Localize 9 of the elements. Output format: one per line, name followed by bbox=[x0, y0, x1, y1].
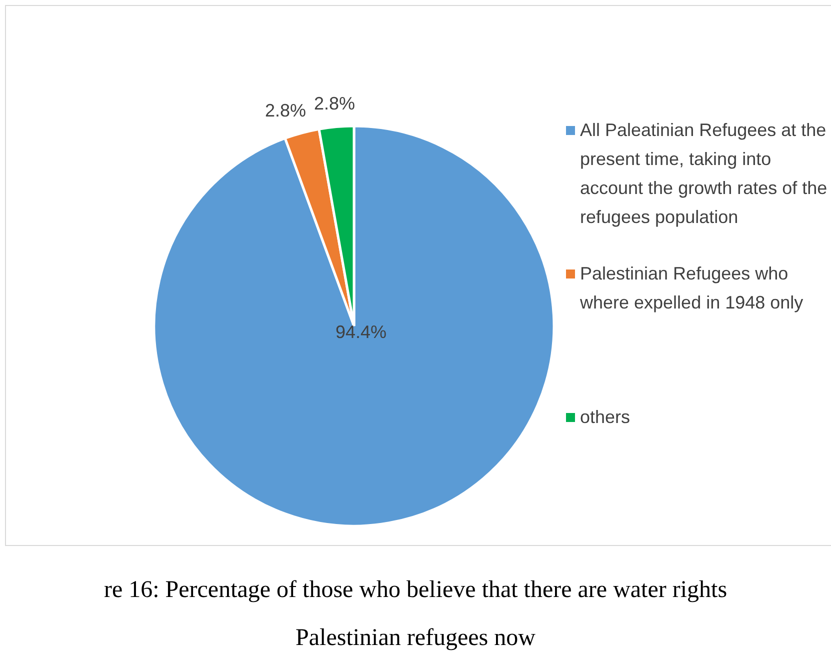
data-label: 94.4% bbox=[335, 322, 387, 342]
legend-label: All Paleatinian Refugees at the present time, taking into account the growth rates of the refugees population bbox=[580, 120, 828, 227]
legend-label: Palestinian Refugees who where expelled in 1948 only bbox=[579, 263, 804, 312]
text: re 16: Percentage of those who believe that there are water rights bbox=[104, 577, 728, 603]
text: Palestinian refugees now bbox=[296, 625, 536, 651]
data-label: 2.8% bbox=[264, 100, 306, 120]
data-label: 2.8% bbox=[314, 94, 356, 114]
pie-slice bbox=[153, 124, 556, 528]
legend-label: others bbox=[580, 406, 630, 427]
